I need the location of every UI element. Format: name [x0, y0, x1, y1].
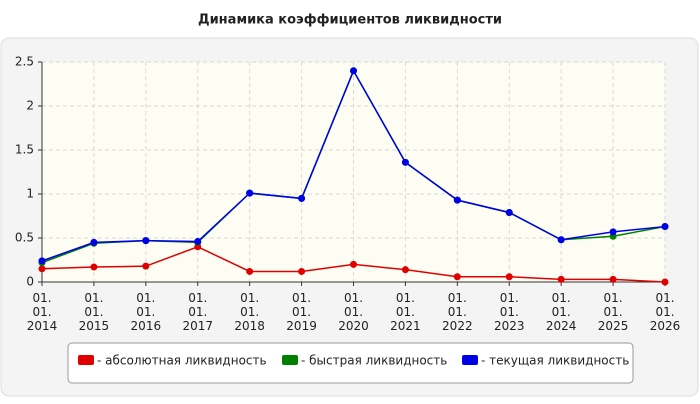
data-point: [505, 273, 513, 281]
data-point: [609, 228, 617, 236]
data-point: [142, 237, 150, 245]
data-point: [557, 236, 565, 244]
x-tick-label: 01. 01. 2018: [234, 291, 265, 333]
legend-swatch: [282, 355, 298, 365]
x-tick-label: 01. 01. 2022: [442, 291, 473, 333]
legend: [67, 342, 634, 384]
data-point: [505, 208, 513, 216]
data-point: [609, 275, 617, 283]
plot-area: [42, 62, 665, 282]
data-point: [453, 273, 461, 281]
data-point: [453, 196, 461, 204]
data-point: [350, 260, 357, 268]
y-tick-label: 2.5: [15, 55, 34, 69]
legend-label: - абсолютная ликвидность: [97, 354, 267, 368]
x-tick-label: 01. 01. 2017: [182, 291, 213, 333]
data-point: [401, 266, 409, 274]
x-tick-label: 01. 01. 2025: [598, 291, 629, 333]
legend-swatch: [462, 355, 478, 365]
x-tick-label: 01. 01. 2019: [286, 291, 317, 333]
data-point: [90, 263, 98, 271]
data-point: [38, 265, 46, 273]
y-tick-label: 0: [26, 275, 34, 289]
data-point: [38, 257, 46, 265]
y-tick-label: 2: [26, 99, 34, 113]
data-point: [298, 194, 306, 202]
data-point: [557, 275, 565, 283]
data-point: [90, 238, 98, 246]
y-tick-label: 1.5: [15, 143, 34, 157]
data-point: [246, 189, 254, 197]
x-tick-label: 01. 01. 2020: [338, 291, 369, 333]
y-tick-label: 1: [26, 187, 34, 201]
y-tick-label: 0.5: [15, 231, 34, 245]
data-point: [142, 262, 150, 270]
data-point: [661, 223, 669, 231]
data-point: [661, 278, 669, 286]
x-tick-label: 01. 01. 2015: [79, 291, 110, 333]
data-point: [246, 267, 254, 275]
data-point: [401, 158, 409, 166]
legend-label: - быстрая ликвидность: [301, 354, 447, 368]
data-point: [350, 67, 357, 75]
x-tick-label: 01. 01. 2023: [494, 291, 525, 333]
x-tick-label: 01. 01. 2024: [546, 291, 577, 333]
x-tick-label: 01. 01. 2026: [650, 291, 681, 333]
legend-swatch: [78, 355, 94, 365]
chart-title: Динамика коэффициентов ликвидности: [198, 13, 502, 28]
x-tick-label: 01. 01. 2014: [27, 291, 58, 333]
data-point: [194, 238, 202, 246]
x-tick-label: 01. 01. 2016: [131, 291, 162, 333]
data-point: [298, 267, 306, 275]
x-tick-label: 01. 01. 2021: [390, 291, 421, 333]
legend-label: - текущая ликвидность: [481, 354, 629, 368]
